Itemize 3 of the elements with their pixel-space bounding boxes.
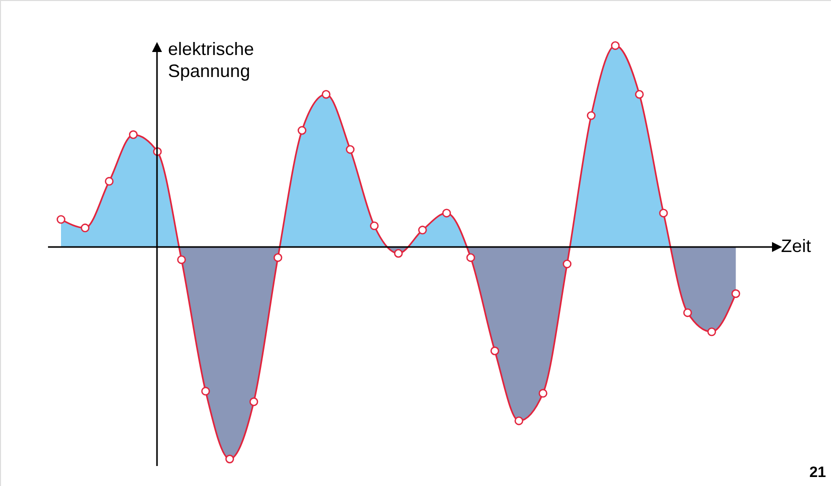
- y-axis-title: elektrische Spannung: [168, 39, 254, 81]
- x-axis-title: Zeit: [781, 236, 812, 256]
- text: 21: [809, 464, 826, 481]
